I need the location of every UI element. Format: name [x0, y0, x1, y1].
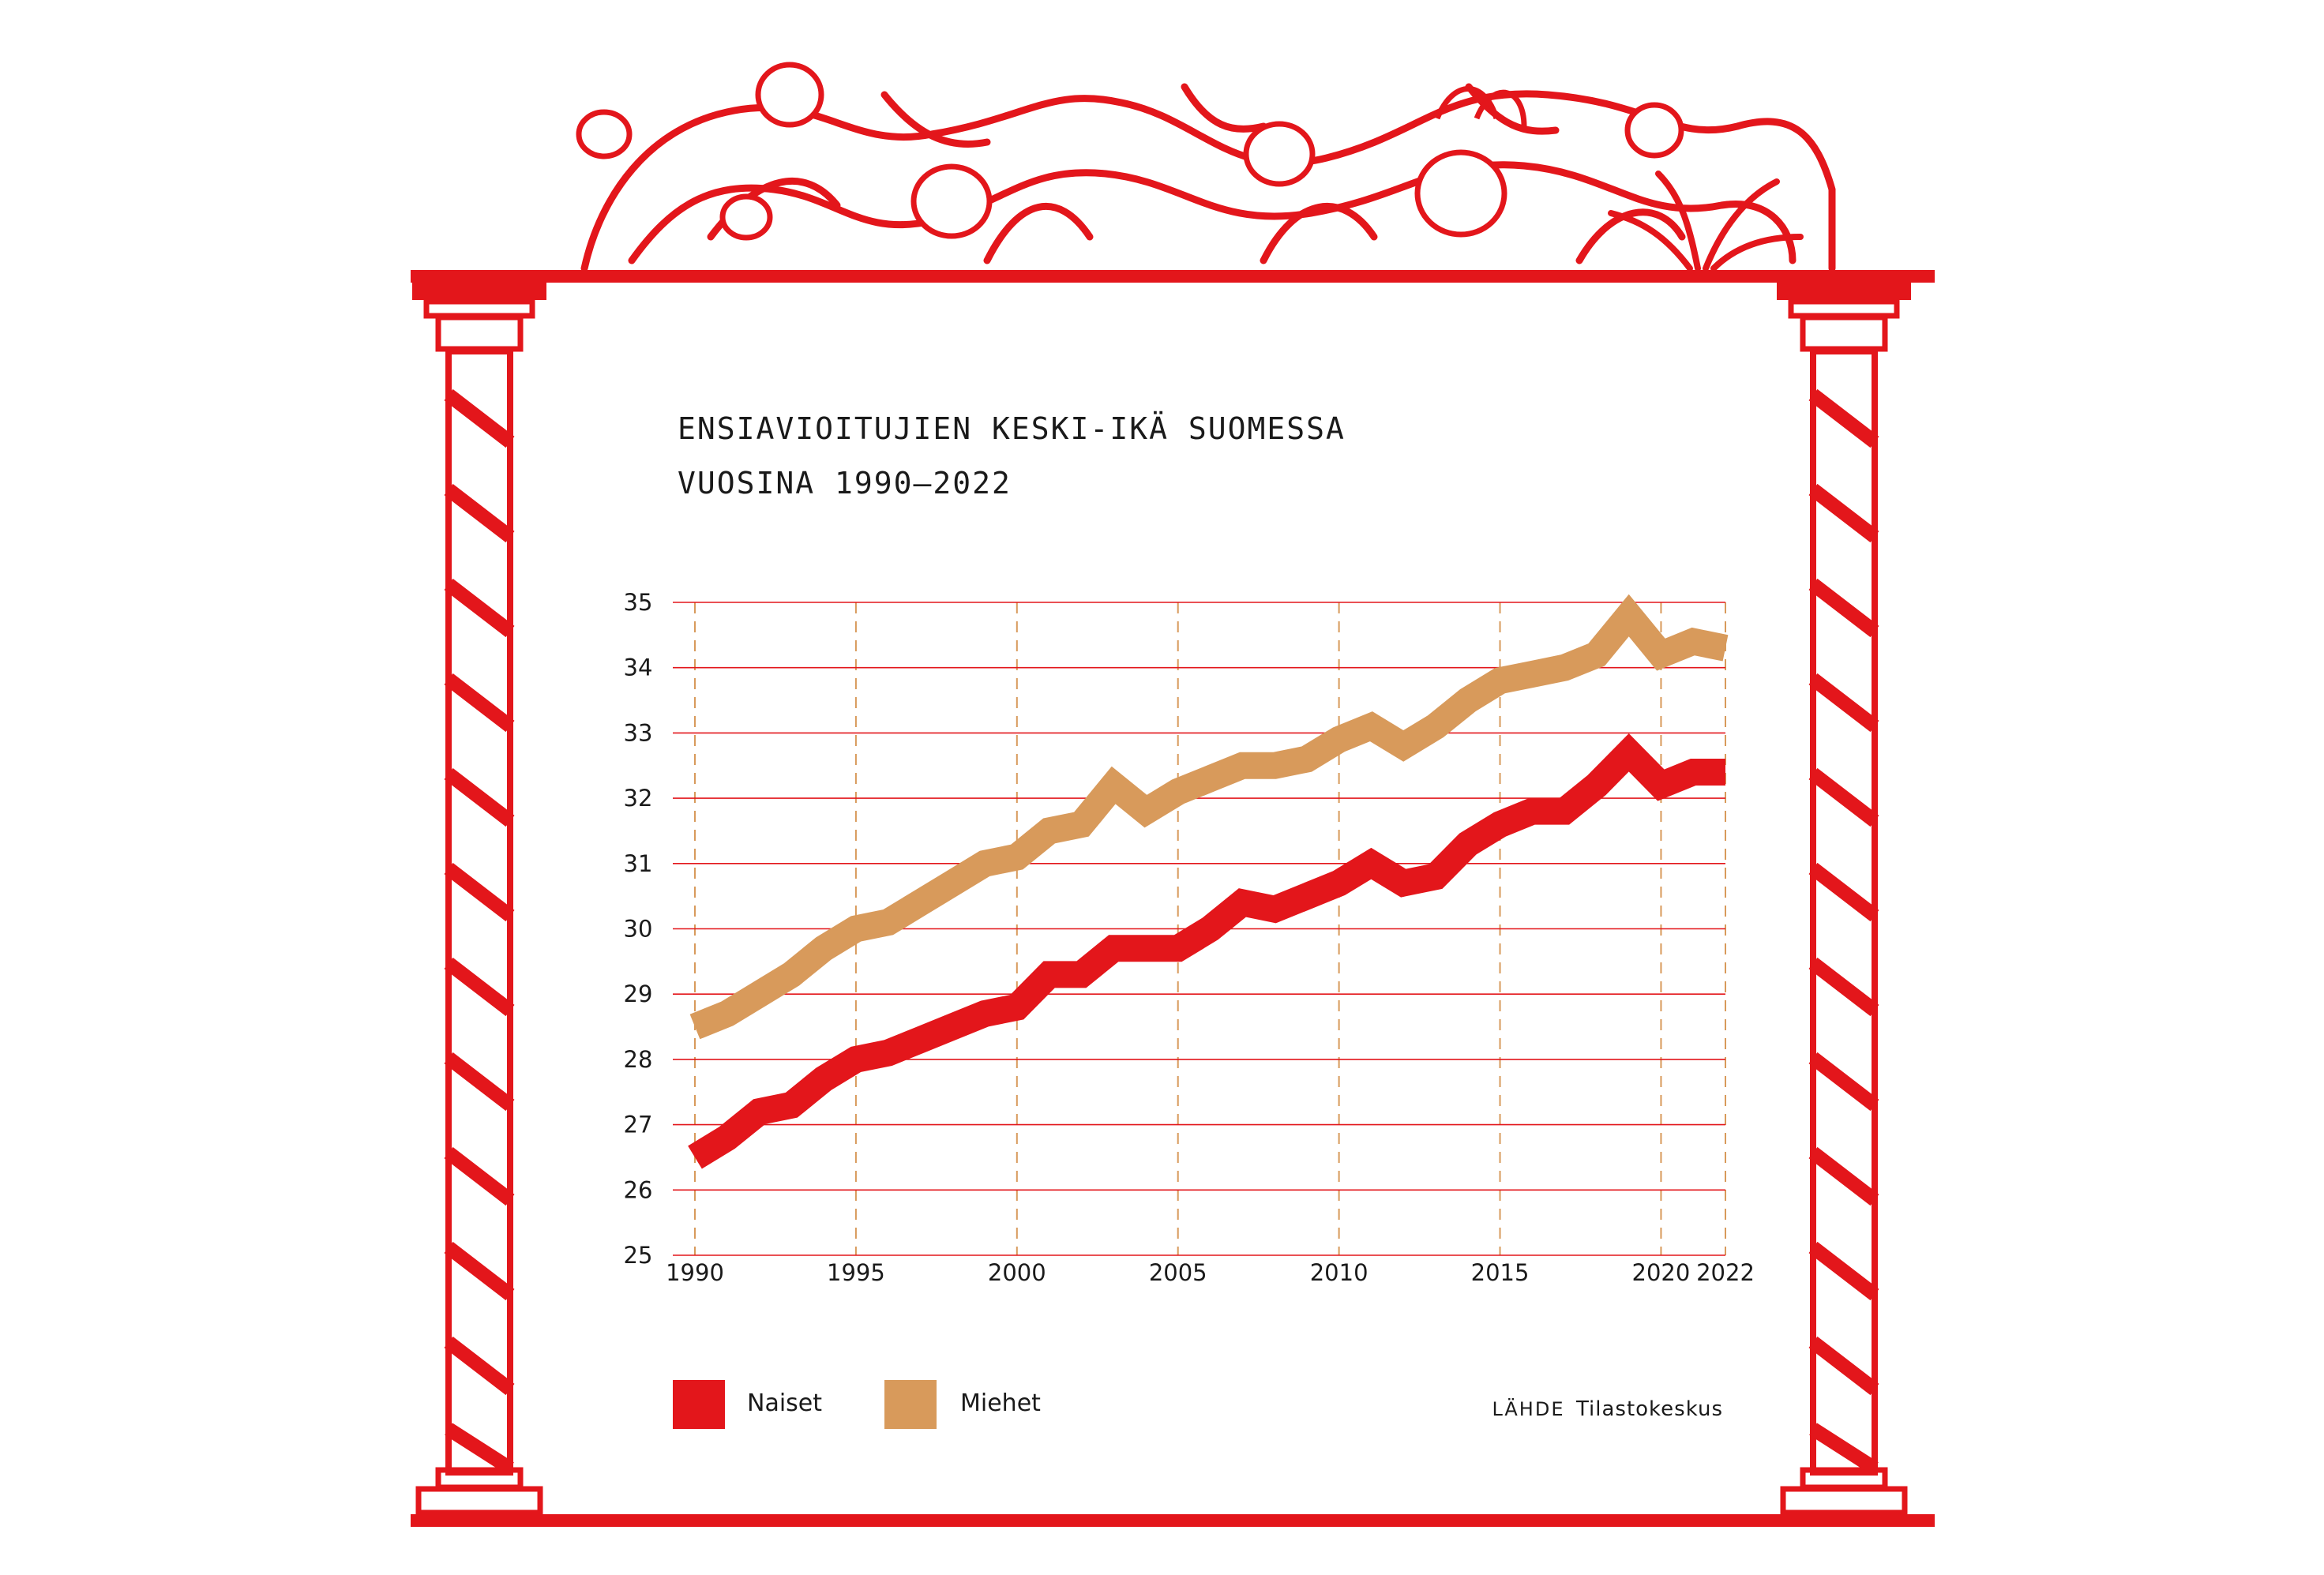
y-tick-label: 26 [624, 1176, 653, 1203]
left-column-decoration [412, 283, 546, 1516]
y-tick-label: 35 [624, 589, 653, 616]
x-tick-label: 1990 [666, 1259, 724, 1286]
x-tick-label: 1995 [827, 1259, 885, 1286]
y-tick-label: 32 [624, 785, 653, 812]
legend-swatch-naiset [673, 1380, 725, 1429]
y-tick-label: 25 [624, 1242, 653, 1269]
y-tick-label: 27 [624, 1112, 653, 1138]
x-tick-label: 2015 [1471, 1259, 1530, 1286]
y-tick-label: 34 [624, 654, 653, 681]
bottom-frame-bar [411, 1514, 1935, 1527]
source-label: LÄHDE [1492, 1397, 1564, 1420]
top-frame-bar [411, 270, 1935, 283]
x-tick-label: 2010 [1310, 1259, 1368, 1286]
decorative-frame [411, 62, 1935, 1527]
flower-buds-decoration [576, 62, 1684, 241]
series-line-naiset [688, 733, 1725, 1169]
series-line-miehet [689, 594, 1729, 1040]
y-tick-label: 31 [624, 850, 653, 877]
leaf-spray-decoration [1608, 171, 1804, 272]
x-axis-tick-labels: 1990 1995 2000 2005 2010 2015 2020 2022 [666, 1259, 1755, 1286]
y-axis-tick-labels: 25 26 27 28 29 30 31 32 33 34 35 [624, 589, 653, 1269]
series-lines [688, 594, 1729, 1169]
source-note: LÄHDE Tilastokeskus [1492, 1397, 1723, 1421]
x-tick-label: 2005 [1149, 1259, 1207, 1286]
right-column-decoration [1777, 283, 1911, 1516]
y-tick-label: 30 [624, 916, 653, 943]
y-tick-label: 29 [624, 981, 653, 1007]
legend: Naiset Miehet [673, 1380, 1041, 1429]
chart-title-line-1: ENSIAVIOITUJIEN KESKI-IKÄ SUOMESSA [678, 411, 1346, 446]
x-tick-label: 2020 [1632, 1259, 1691, 1286]
source-name: Tilastokeskus [1575, 1397, 1723, 1421]
chart-title-line-2: VUOSINA 1990–2022 [678, 466, 1012, 501]
y-tick-label: 33 [624, 719, 653, 746]
legend-swatch-miehet [884, 1380, 937, 1429]
legend-label-naiset: Naiset [747, 1389, 822, 1417]
y-tick-label: 28 [624, 1046, 653, 1073]
legend-label-miehet: Miehet [960, 1389, 1041, 1417]
x-tick-label: 2000 [988, 1259, 1046, 1286]
x-tick-label: 2022 [1696, 1259, 1755, 1286]
